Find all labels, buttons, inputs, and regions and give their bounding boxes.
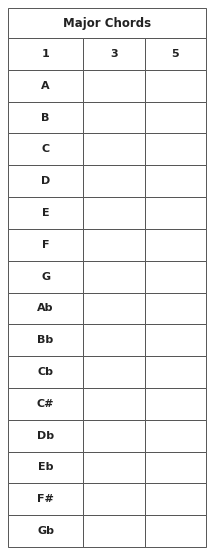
Bar <box>83 324 145 356</box>
Bar <box>8 356 83 388</box>
Bar <box>8 388 83 420</box>
Bar <box>145 483 206 515</box>
Bar <box>145 452 206 483</box>
Text: 1: 1 <box>42 49 49 59</box>
Text: C: C <box>42 144 50 154</box>
Bar <box>83 229 145 261</box>
Text: 5: 5 <box>171 49 179 59</box>
Bar <box>8 229 83 261</box>
Bar <box>145 388 206 420</box>
Text: Db: Db <box>37 431 54 441</box>
Bar <box>145 261 206 292</box>
Text: B: B <box>42 113 50 123</box>
Bar <box>8 133 83 165</box>
Bar <box>8 197 83 229</box>
Bar <box>8 70 83 102</box>
Bar <box>145 356 206 388</box>
Bar <box>83 38 145 70</box>
Bar <box>8 102 83 133</box>
Bar <box>83 420 145 452</box>
Text: Ab: Ab <box>37 304 54 314</box>
Bar <box>145 292 206 324</box>
Text: Eb: Eb <box>38 462 53 472</box>
Bar <box>145 324 206 356</box>
Bar <box>8 483 83 515</box>
Bar <box>8 452 83 483</box>
Bar <box>145 229 206 261</box>
Bar <box>83 292 145 324</box>
Text: G: G <box>41 271 50 281</box>
Bar <box>145 165 206 197</box>
Bar <box>145 70 206 102</box>
Bar <box>8 324 83 356</box>
Text: F#: F# <box>37 495 54 504</box>
Bar <box>83 102 145 133</box>
Bar <box>8 8 206 38</box>
Text: Gb: Gb <box>37 526 54 536</box>
Bar <box>145 420 206 452</box>
Bar <box>8 38 83 70</box>
Text: C#: C# <box>37 399 54 409</box>
Bar <box>83 388 145 420</box>
Text: E: E <box>42 208 49 218</box>
Text: D: D <box>41 176 50 186</box>
Text: A: A <box>41 80 50 90</box>
Bar <box>145 515 206 547</box>
Bar <box>83 515 145 547</box>
Bar <box>8 261 83 292</box>
Bar <box>8 515 83 547</box>
Bar <box>83 197 145 229</box>
Text: F: F <box>42 240 49 250</box>
Bar <box>83 483 145 515</box>
Bar <box>83 133 145 165</box>
Bar <box>83 165 145 197</box>
Bar <box>83 356 145 388</box>
Bar <box>145 197 206 229</box>
Text: 3: 3 <box>110 49 118 59</box>
Bar <box>83 261 145 292</box>
Text: Bb: Bb <box>37 335 54 345</box>
Bar <box>145 133 206 165</box>
Text: Major Chords: Major Chords <box>63 17 151 29</box>
Text: Cb: Cb <box>38 367 54 377</box>
Bar <box>145 102 206 133</box>
Bar <box>8 165 83 197</box>
Bar <box>83 70 145 102</box>
Bar <box>145 38 206 70</box>
Bar <box>8 420 83 452</box>
Bar <box>8 292 83 324</box>
Bar <box>83 452 145 483</box>
